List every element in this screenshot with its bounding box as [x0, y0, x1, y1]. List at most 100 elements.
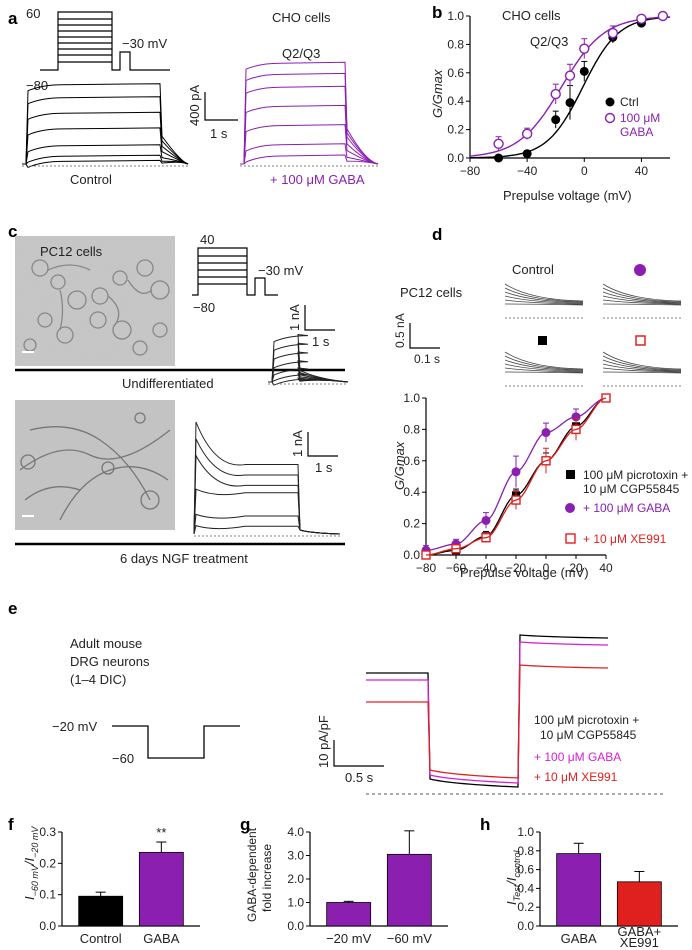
- panel-g-ylabel-1: GABA-dependent: [245, 827, 259, 922]
- data-point: [607, 27, 619, 39]
- current-trace: [268, 334, 349, 383]
- panel-b-legend-gaba-1: 100 μM: [620, 111, 660, 125]
- panel-e-legend-3: + 100 μM GABA: [534, 750, 621, 764]
- panel-h-ylabel-sub2: control: [512, 849, 522, 877]
- deactivation-trace: [504, 287, 584, 303]
- panel-a-gaba-label: + 100 μM GABA: [270, 172, 365, 187]
- panel-h-ylabel-slash: /I: [504, 877, 519, 886]
- panel-a-control-label: Control: [70, 172, 112, 187]
- ngf-current-trace: [193, 488, 341, 535]
- deactivation-trace: [602, 351, 682, 370]
- current-trace: [22, 127, 189, 165]
- panel-a: a CHO cells Q2/Q3 60 −80 −30 mV 400 pA 1…: [8, 6, 379, 187]
- panel-d: d PC12 cells Control 0.5 nA 0.1 s 0.0 0.2…: [392, 225, 688, 580]
- deactivation-trace: [504, 291, 584, 303]
- x-tick-label: −20: [506, 561, 527, 575]
- data-point: [564, 70, 576, 81]
- panel-c-scale-bar-b: [307, 432, 338, 457]
- panel-f-ylabel-sub2: −20 mV: [30, 826, 40, 858]
- panel-d-small-traces: [504, 283, 683, 387]
- deactivation-trace: [504, 355, 584, 371]
- panel-a-label: a: [8, 9, 18, 28]
- y-tick-label: 0.6: [403, 454, 420, 468]
- panel-b-label: b: [432, 3, 442, 22]
- panel-b-xlabel: Prepulse voltage (mV): [503, 188, 632, 203]
- panel-c-protocol-test: −30 mV: [258, 263, 303, 278]
- y-tick-label: 0.8: [517, 844, 534, 858]
- panel-c-scale1-x: 1 s: [312, 334, 330, 349]
- panel-c: c PC12 cells Undifferentiated 6 days NGF…: [8, 222, 349, 566]
- panel-g: g 0.0 1.0 2.0 3.0 4.0 −20 mV −60 mV GABA-depen…: [240, 815, 448, 946]
- x-tick-label: −40: [517, 164, 538, 178]
- category-label: −20 mV: [326, 931, 371, 946]
- y-tick-label: 0.6: [447, 66, 464, 80]
- panel-c-image-undiff-texture: [15, 236, 175, 366]
- current-trace: [240, 104, 379, 165]
- panel-e-label: e: [8, 599, 17, 618]
- y-tick-label: 0.4: [403, 485, 420, 499]
- y-tick-label: 0.4: [517, 881, 534, 895]
- data-point: [565, 98, 575, 108]
- panel-c-cells-label: PC12 cells: [40, 244, 103, 259]
- panel-b-title: CHO cells: [502, 8, 561, 23]
- x-tick-label: −80: [460, 164, 481, 178]
- deactivation-trace: [504, 367, 584, 373]
- drg-current-trace: [366, 664, 609, 779]
- panel-a-scale-bar: [204, 92, 238, 121]
- current-trace: [240, 61, 379, 165]
- panel-a-title: CHO cells: [272, 10, 331, 25]
- x-tick-label: 20: [569, 561, 583, 575]
- panel-c-scale2-y: 1 nA: [290, 430, 305, 457]
- data-point: [657, 10, 669, 22]
- panel-h-ylabel: ITest/Icontrol: [504, 849, 522, 905]
- x-tick-label: −60: [446, 561, 467, 575]
- panel-d-axes: 0.0 0.2 0.4 0.6 0.8 1.0 −80 −60 −40 −20 0 20 40: [403, 391, 613, 575]
- panel-a-scale-y: 400 pA: [187, 84, 202, 126]
- y-tick-label: 0.3: [39, 825, 56, 839]
- ngf-current-trace: [193, 438, 341, 535]
- y-tick-label: 4.0: [287, 825, 304, 839]
- data-point: [551, 115, 561, 125]
- current-trace: [22, 83, 189, 165]
- panel-a-protocol-test: −30 mV: [122, 36, 167, 51]
- category-label: GABA: [561, 931, 597, 946]
- panel-e-legend-4: + 10 μM XE991: [534, 770, 618, 784]
- panel-c-cells-undiff: [23, 259, 170, 356]
- x-tick-label: −80: [416, 561, 437, 575]
- x-tick-label: 0: [581, 164, 588, 178]
- panel-d-legend-gaba-marker: [565, 503, 575, 513]
- panel-h-ylabel-sub1: Test: [512, 884, 522, 901]
- significance-marker: **: [156, 825, 166, 840]
- fit-curve-+ 100 μM GABA: [425, 397, 607, 551]
- panel-f-chart: 0.0 0.1 0.2 0.3 Control GABA **: [39, 825, 200, 946]
- category-label: GABA: [143, 931, 179, 946]
- fit-curve-+ 10 μM XE991: [425, 397, 607, 556]
- deactivation-trace: [602, 287, 682, 303]
- y-tick-label: 0.2: [403, 517, 420, 531]
- deactivation-trace: [602, 295, 682, 304]
- category-label: Control: [80, 931, 122, 946]
- drg-current-trace: [366, 634, 609, 788]
- panel-d-xe991-marker: [635, 335, 646, 346]
- data-point: [579, 43, 590, 54]
- bar: [556, 853, 602, 927]
- current-trace: [240, 154, 379, 165]
- deactivation-trace: [504, 371, 584, 374]
- panel-e-protocol-step: −60: [112, 751, 134, 766]
- data-point: [521, 128, 533, 140]
- current-trace: [240, 124, 379, 165]
- drg-current-trace: [366, 641, 609, 784]
- panel-d-ylabel: G/Gmax: [392, 441, 407, 490]
- panel-f-ylabel-num: I: [22, 896, 37, 900]
- panel-e-scale-bar: [333, 740, 384, 767]
- y-tick-label: 0.2: [39, 856, 56, 870]
- deactivation-trace: [504, 283, 584, 302]
- y-tick-label: 0.0: [447, 151, 464, 165]
- panel-c-scale2-x: 1 s: [315, 460, 333, 475]
- bar: [138, 851, 184, 927]
- panel-f-ylabel-i1: I−60 mV/I−20 mV: [22, 826, 40, 900]
- panel-h-label: h: [480, 815, 490, 834]
- data-point: [494, 153, 504, 163]
- panel-e-legend-2: 10 μM CGP55845: [540, 728, 637, 742]
- deactivation-trace: [602, 371, 682, 374]
